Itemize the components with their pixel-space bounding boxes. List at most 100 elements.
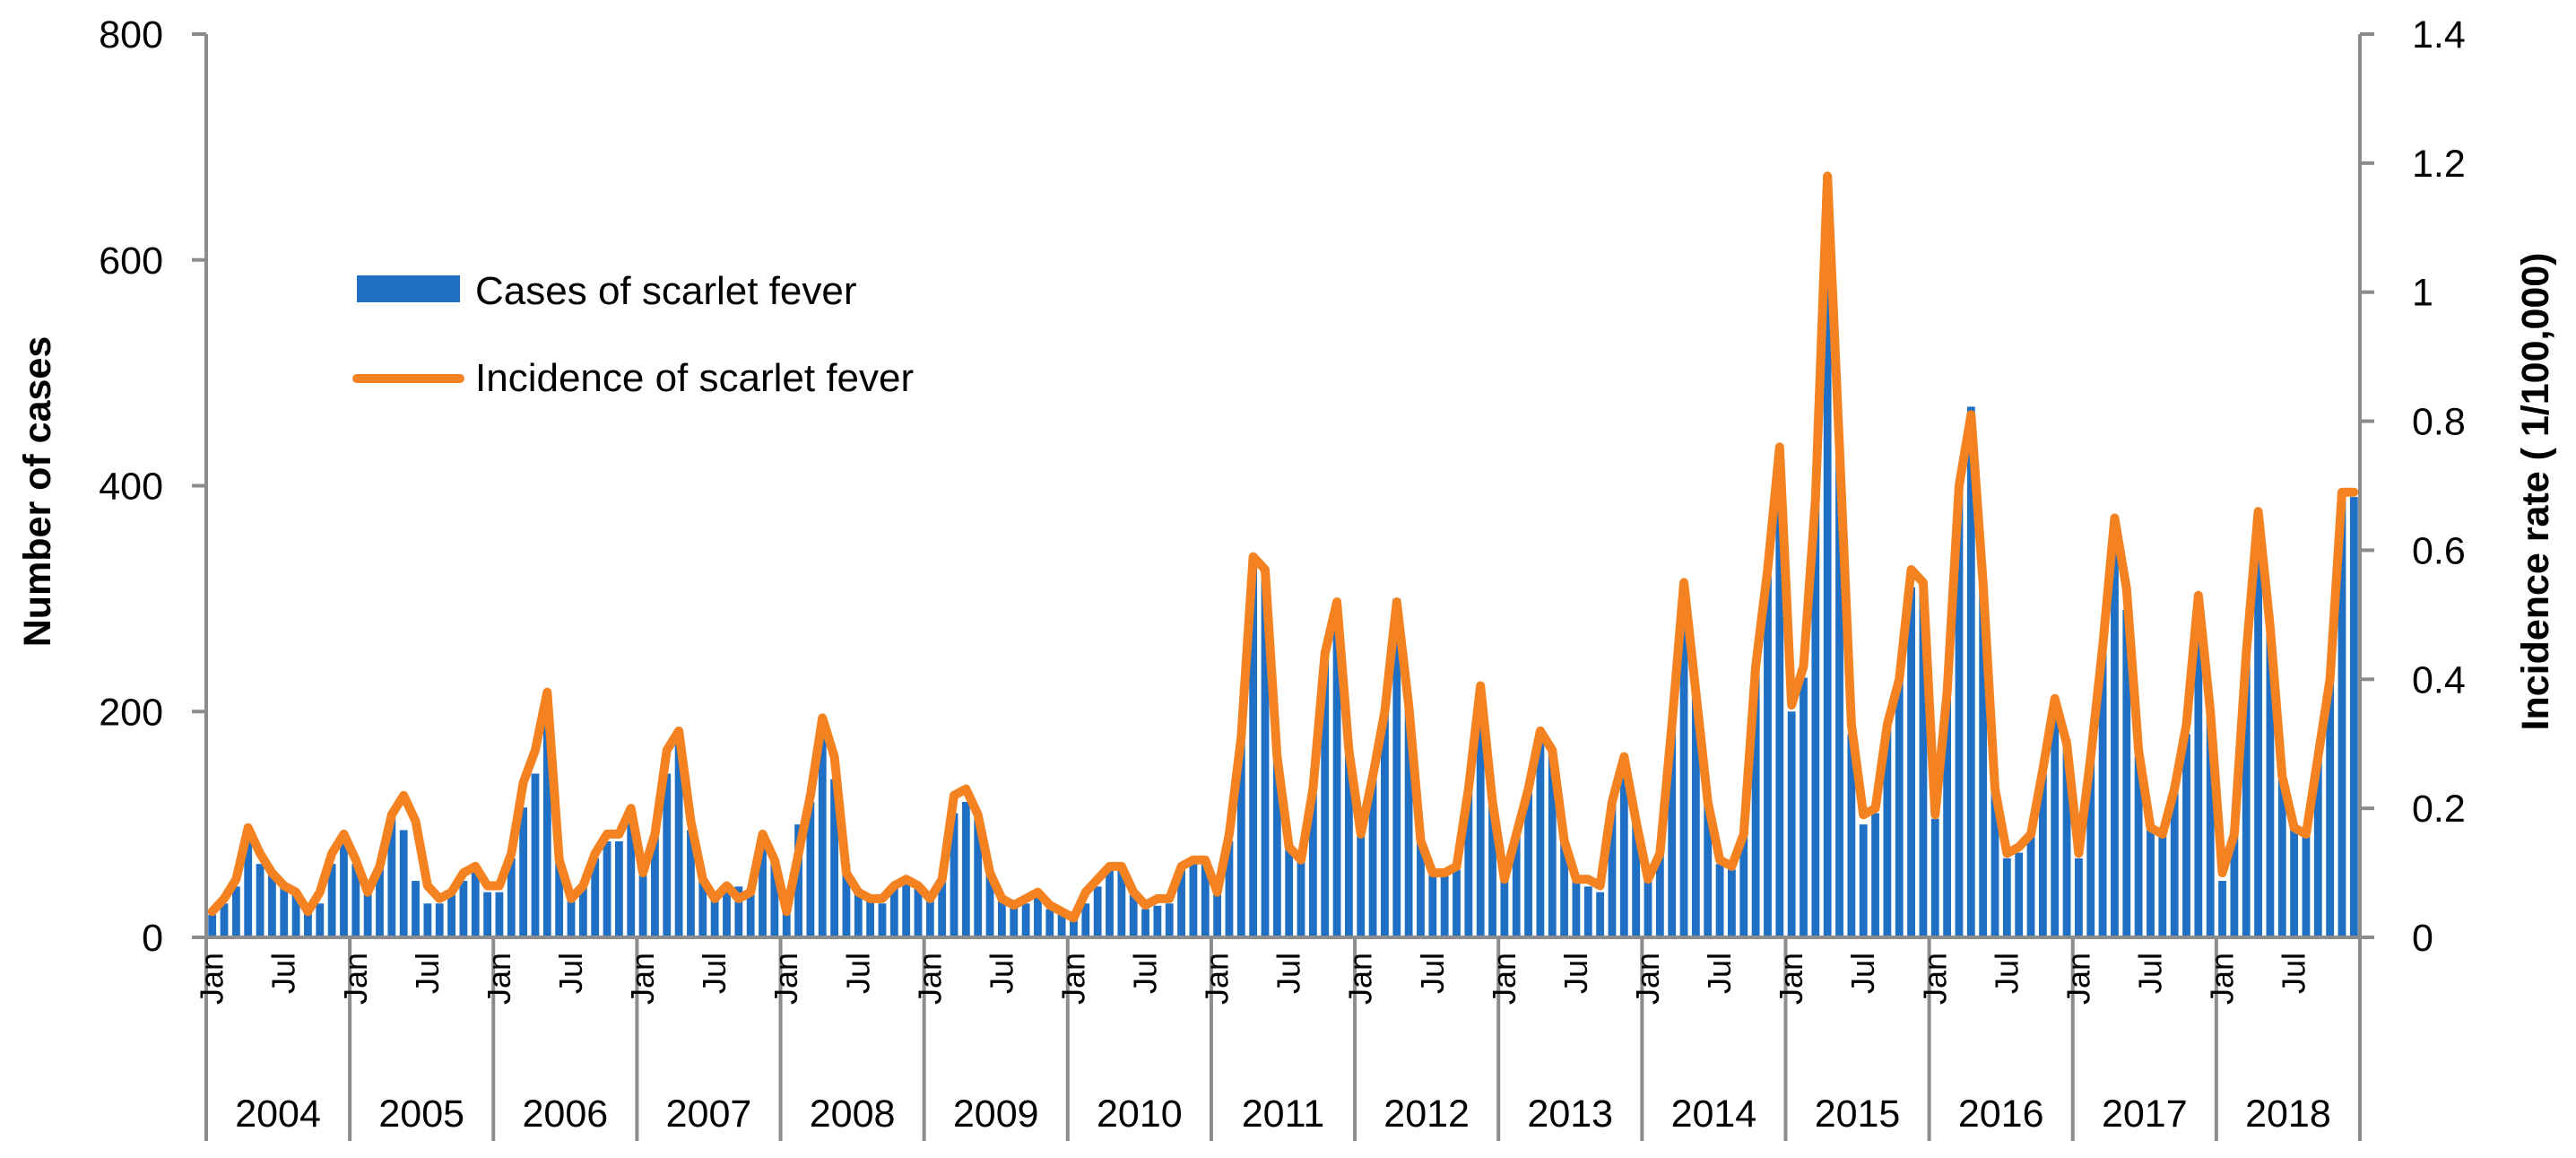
- bar: [1668, 728, 1677, 937]
- year-label: 2006: [522, 1093, 608, 1136]
- bar: [1895, 677, 1904, 937]
- year-label: 2013: [1527, 1093, 1613, 1136]
- bar: [1453, 869, 1461, 937]
- month-label: Jul: [1844, 953, 1881, 994]
- y2-tick-label: 0.6: [2412, 529, 2466, 572]
- bar: [2147, 824, 2155, 938]
- bar: [2086, 756, 2095, 937]
- year-label: 2009: [953, 1093, 1039, 1136]
- bar: [291, 894, 300, 937]
- bar: [1476, 711, 1485, 937]
- bar: [1883, 728, 1892, 937]
- bar: [1261, 576, 1270, 937]
- bar: [734, 886, 743, 937]
- month-label: Jul: [2131, 953, 2168, 994]
- legend-line-label: Incidence of scarlet fever: [475, 356, 914, 400]
- bar: [1644, 881, 1652, 937]
- bar: [998, 897, 1006, 937]
- year-label: 2018: [2245, 1093, 2331, 1136]
- bar: [304, 912, 312, 937]
- bar: [2206, 711, 2215, 937]
- bar: [1691, 689, 1700, 937]
- bar: [1930, 818, 1939, 937]
- bar: [1536, 734, 1545, 937]
- y-tick-label: 400: [99, 466, 163, 509]
- bar: [471, 869, 480, 937]
- bar: [2122, 609, 2131, 937]
- bar: [220, 903, 229, 937]
- bar: [1177, 869, 1185, 937]
- month-label: Jul: [265, 953, 302, 994]
- bar: [1321, 655, 1330, 937]
- bar: [651, 835, 659, 937]
- month-label: Jan: [1199, 953, 1236, 1005]
- month-label: Jan: [2204, 953, 2241, 1005]
- bar: [1619, 768, 1628, 937]
- year-label: 2010: [1097, 1093, 1183, 1136]
- bar: [710, 897, 719, 937]
- bar: [2075, 858, 2083, 937]
- bar: [866, 897, 875, 937]
- bar: [1308, 790, 1317, 937]
- bar: [603, 841, 611, 937]
- line-layer: [207, 171, 2359, 923]
- bar: [1141, 909, 1149, 937]
- month-label: Jul: [1557, 953, 1594, 994]
- bar: [376, 864, 384, 937]
- bar: [782, 903, 791, 937]
- bar: [1715, 864, 1724, 937]
- y2-tick-label: 0.2: [2412, 788, 2466, 831]
- bar: [2337, 497, 2346, 937]
- bar: [1907, 587, 1915, 937]
- year-label: 2016: [1958, 1093, 2044, 1136]
- bar: [2349, 497, 2358, 937]
- bar: [256, 864, 265, 937]
- month-label: Jan: [481, 953, 517, 1005]
- bar: [914, 886, 923, 937]
- bar: [1955, 485, 1964, 937]
- month-label: Jan: [2060, 953, 2096, 1005]
- bar: [2277, 779, 2286, 937]
- month-label: Jan: [1342, 953, 1379, 1005]
- year-label: 2015: [1815, 1093, 1901, 1136]
- month-label: Jul: [696, 953, 733, 994]
- bar: [459, 881, 468, 937]
- bar: [1704, 801, 1713, 937]
- bar: [2134, 756, 2143, 937]
- month-label: Jul: [552, 953, 589, 994]
- y2-tick-label: 0.4: [2412, 658, 2466, 701]
- bar: [698, 881, 707, 937]
- bar: [1057, 912, 1066, 937]
- bar: [327, 864, 336, 937]
- bar: [2015, 852, 2024, 937]
- bar: [663, 773, 672, 937]
- y-tick-label: 800: [99, 13, 163, 57]
- bar: [842, 864, 851, 937]
- bar: [435, 903, 444, 937]
- month-label: Jul: [1271, 953, 1307, 994]
- bar: [519, 807, 528, 937]
- bar: [974, 818, 983, 937]
- bar: [2290, 824, 2299, 938]
- month-label: Jul: [1701, 953, 1738, 994]
- bar: [1381, 711, 1389, 937]
- month-label: Jan: [1629, 953, 1666, 1005]
- y2-tick-label: 1.4: [2412, 13, 2466, 57]
- bar: [1871, 813, 1879, 937]
- bar: [1943, 689, 1952, 937]
- bar: [2158, 835, 2167, 937]
- bar: [794, 824, 802, 938]
- bar: [687, 830, 695, 937]
- bar: [1560, 841, 1568, 937]
- bar: [231, 886, 240, 937]
- y2-tick-label: 0: [2412, 917, 2433, 960]
- bar: [1236, 739, 1245, 937]
- bar: [1034, 897, 1042, 937]
- y-tick-label: 200: [99, 691, 163, 734]
- bar: [555, 858, 564, 937]
- bar: [1979, 576, 1988, 937]
- bar: [1583, 886, 1592, 937]
- bar: [351, 864, 360, 937]
- month-label: Jul: [983, 953, 1019, 994]
- bar: [759, 841, 767, 937]
